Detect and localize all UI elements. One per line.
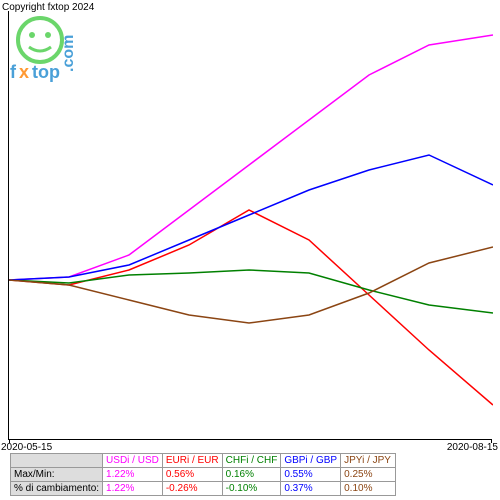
cell: -0.10% — [222, 482, 281, 496]
cell: 0.37% — [281, 482, 341, 496]
table-header-row: USDi / USD EURi / EUR CHFi / CHF GBPi / … — [11, 454, 396, 468]
cell: 0.16% — [222, 468, 281, 482]
cell: -0.26% — [162, 482, 222, 496]
copyright-text: Copyright fxtop 2024 — [2, 2, 94, 13]
cell: 0.10% — [341, 482, 396, 496]
header-eur: EURi / EUR — [162, 454, 222, 468]
header-usd: USDi / USD — [103, 454, 163, 468]
header-blank — [11, 454, 103, 468]
table-row: Max/Min: 1.22% 0.56% 0.16% 0.55% 0.25% — [11, 468, 396, 482]
row-label-maxmin: Max/Min: — [11, 468, 103, 482]
x-label-start: 2020-05-15 — [1, 442, 52, 453]
header-jpy: JPYi / JPY — [341, 454, 396, 468]
y-tick — [8, 11, 9, 15]
cell: 0.55% — [281, 468, 341, 482]
x-label-end: 2020-08-15 — [447, 442, 498, 453]
data-table: USDi / USD EURi / EUR CHFi / CHF GBPi / … — [10, 453, 396, 496]
cell: 1.22% — [103, 482, 163, 496]
header-gbp: GBPi / GBP — [281, 454, 341, 468]
cell: 1.22% — [103, 468, 163, 482]
chart-lines — [9, 15, 493, 440]
cell: 0.56% — [162, 468, 222, 482]
header-chf: CHFi / CHF — [222, 454, 281, 468]
line-chart: 2020-05-15 2020-08-15 — [8, 15, 492, 440]
table-row: % di cambiamento: 1.22% -0.26% -0.10% 0.… — [11, 482, 396, 496]
cell: 0.25% — [341, 468, 396, 482]
row-label-change: % di cambiamento: — [11, 482, 103, 496]
